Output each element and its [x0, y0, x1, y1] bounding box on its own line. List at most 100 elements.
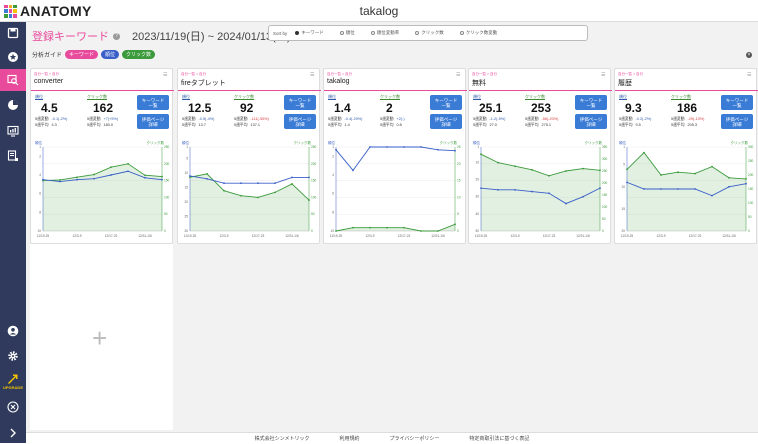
- guide-tag-rank[interactable]: 順位: [101, 50, 120, 59]
- close-circle-icon[interactable]: [0, 396, 26, 418]
- rank-tick-label: 1: [623, 145, 625, 149]
- rank-axis-title: 順位: [35, 140, 42, 145]
- x-tick-label: 12/3-9: [656, 234, 665, 238]
- click-label[interactable]: クリック数: [525, 94, 545, 99]
- rank-point: [386, 146, 388, 148]
- click-stat: クリック数 186 5週変動 -29(-13%) 5週平均 205.3: [671, 94, 704, 128]
- button-line: 詳細: [441, 121, 451, 127]
- eval-page-detail-button[interactable]: 評価ページ 詳細: [721, 114, 753, 129]
- click-tick-label: 250: [311, 145, 317, 149]
- date-range[interactable]: 2023/11/19(日) ~ 2024/01/13(土): [132, 31, 291, 43]
- add-keyword-card[interactable]: +: [30, 244, 173, 430]
- eval-page-detail-button[interactable]: 評価ページ 詳細: [137, 114, 169, 129]
- user-avatar-icon[interactable]: [0, 320, 26, 342]
- click-value: 92: [240, 101, 254, 115]
- monitor-chart-icon[interactable]: [0, 120, 26, 142]
- card-breadcrumb[interactable]: 自分一覧 > 自分: [327, 72, 352, 76]
- upgrade-button[interactable]: UPGRADE: [0, 368, 26, 394]
- rank-label[interactable]: 順位: [619, 94, 627, 99]
- rank-label[interactable]: 順位: [328, 94, 336, 99]
- sort-label: Sort by: [273, 30, 288, 36]
- footer-link-commerce-law[interactable]: 特定商取引法に基づく表記: [469, 435, 530, 442]
- click-tick-label: 200: [602, 181, 608, 185]
- card-breadcrumb[interactable]: 自分一覧 > 自分: [34, 72, 59, 76]
- x-tick-label: 12/31-1/6: [431, 234, 445, 238]
- card-menu-icon[interactable]: ☰: [747, 72, 752, 78]
- button-line: 詳細: [586, 121, 596, 127]
- rank-label[interactable]: 順位: [473, 94, 481, 99]
- keyword-list-button[interactable]: キーワード 一覧: [575, 95, 607, 110]
- card-menu-icon[interactable]: ☰: [163, 72, 168, 78]
- card-menu-icon[interactable]: ☰: [310, 72, 315, 78]
- keyword-search-icon[interactable]: [0, 69, 26, 91]
- card-breadcrumb[interactable]: 自分一覧 > 自分: [618, 72, 643, 76]
- pie-chart-icon[interactable]: [0, 94, 26, 116]
- sort-option-rank-change[interactable]: 順位変動率: [370, 30, 399, 36]
- save-icon[interactable]: [0, 22, 26, 44]
- rank-tick-label: 10: [37, 229, 41, 233]
- report-icon[interactable]: [0, 145, 26, 167]
- click-label[interactable]: クリック数: [87, 94, 107, 99]
- footer: 株式会社シンメトリック 利用規約 プライバシーポリシー 特定商取引法に基づく表記: [26, 432, 758, 443]
- click-change: +2(-): [396, 116, 405, 121]
- footer-link-company[interactable]: 株式会社シンメトリック: [254, 435, 310, 442]
- keyword-list-button[interactable]: キーワード 一覧: [284, 95, 316, 110]
- click-point: [514, 165, 516, 168]
- sort-option-rank[interactable]: 順位: [339, 30, 355, 36]
- rank-tick-label: 30: [184, 229, 188, 233]
- card-breadcrumb[interactable]: 自分一覧 > 自分: [181, 72, 206, 76]
- click-point: [189, 176, 191, 179]
- footer-link-privacy[interactable]: プライバシーポリシー: [389, 435, 440, 442]
- star-badge-icon[interactable]: [0, 46, 26, 68]
- rank-avg: 1.4: [344, 123, 350, 127]
- click-label[interactable]: クリック数: [234, 94, 254, 99]
- card-menu-icon[interactable]: ☰: [601, 72, 606, 78]
- button-line: 詳細: [295, 121, 305, 127]
- eval-page-detail-button[interactable]: 評価ページ 詳細: [284, 114, 316, 129]
- eval-page-detail-button[interactable]: 評価ページ 詳細: [430, 114, 462, 129]
- expand-chevron-icon[interactable]: [0, 422, 26, 444]
- keyword-list-button[interactable]: キーワード 一覧: [430, 95, 462, 110]
- rank-point: [352, 169, 354, 172]
- click-tick-label: 200: [748, 173, 754, 177]
- click-area: [43, 163, 162, 231]
- click-series-line: [480, 153, 601, 177]
- click-point: [59, 179, 61, 181]
- card-menu-icon[interactable]: ☰: [456, 72, 461, 78]
- sort-option-keyword[interactable]: キーワード: [295, 30, 324, 36]
- guide-tag-clicks[interactable]: クリック数: [122, 50, 156, 59]
- guide-tag-keyword[interactable]: キーワード: [65, 50, 99, 59]
- rank-value: 12.5: [188, 101, 212, 115]
- card-breadcrumb[interactable]: 自分一覧 > 自分: [472, 72, 497, 76]
- rank-tick-label: 6: [332, 192, 334, 196]
- rank-point: [257, 182, 259, 185]
- keyword-list-button[interactable]: キーワード 一覧: [721, 95, 753, 110]
- keyword-trend-chart: 順位 クリック数 1 2 4 6 8 10 0 5 10 15 20 25 11/19-25 12/3-9 12…: [328, 140, 461, 238]
- rank-change: -0.2(-2%): [635, 116, 652, 121]
- rank-avg-label: 5週平均: [35, 123, 49, 127]
- help-icon[interactable]: ?: [113, 32, 120, 40]
- click-tick-label: 150: [164, 179, 170, 183]
- click-label[interactable]: クリック数: [380, 94, 400, 99]
- click-label[interactable]: クリック数: [671, 94, 691, 99]
- rank-tick-label: 10: [330, 229, 334, 233]
- rank-point: [403, 146, 405, 148]
- logo[interactable]: ANATOMY: [4, 3, 92, 19]
- x-tick-label: 12/17-23: [689, 234, 702, 238]
- guide-close-icon[interactable]: ×: [746, 52, 752, 58]
- keyword-list-button[interactable]: キーワード 一覧: [137, 95, 169, 110]
- rank-point: [240, 182, 242, 185]
- rank-change-label: 5週変動: [35, 116, 49, 121]
- sort-option-label: キーワード: [301, 30, 324, 35]
- click-tick-label: 20: [457, 162, 461, 166]
- rank-label[interactable]: 順位: [35, 94, 43, 99]
- eval-page-detail-button[interactable]: 評価ページ 詳細: [575, 114, 607, 129]
- sort-option-click-change[interactable]: クリック数変動: [459, 30, 497, 36]
- click-avg-label: 5週平均: [234, 123, 248, 127]
- footer-link-terms[interactable]: 利用規約: [339, 435, 360, 442]
- rank-point: [565, 202, 567, 205]
- settings-gear-icon[interactable]: [0, 345, 26, 367]
- sort-option-clicks[interactable]: クリック数: [415, 30, 444, 36]
- rank-label[interactable]: 順位: [182, 94, 190, 99]
- rank-point: [711, 194, 713, 197]
